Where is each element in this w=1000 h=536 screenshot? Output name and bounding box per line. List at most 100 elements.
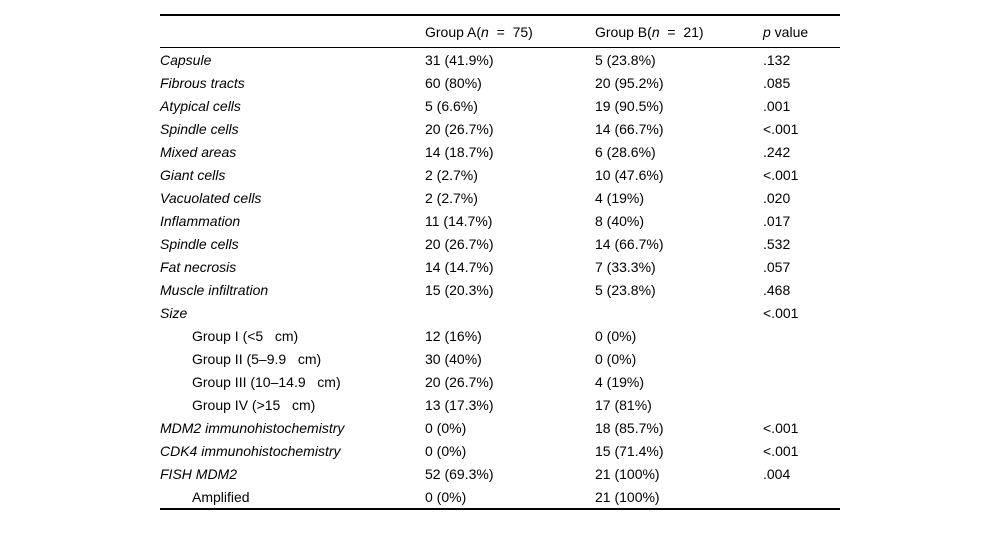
header-group-b-cell: Group B(n = 21) [595,15,763,48]
group-a-value: 20 (26.7%) [425,235,494,252]
group-a-value: 0 (0%) [425,419,467,436]
group-b-value [595,301,763,324]
row-label: Spindle cells [160,120,239,137]
group-b-value: 0 (0%) [595,327,637,344]
row-label: Size [160,304,188,321]
p-value: .242 [763,143,791,160]
group-b-value: 0 (0%) [595,350,637,367]
table-row: Spindle cells 20 (26.7%) 14 (66.7%) <.001 [160,117,840,140]
group-a-value: 20 (26.7%) [425,373,494,390]
group-a-value: 0 (0%) [425,442,467,459]
comparison-table-container: Group A(n = 75) Group B(n = 21) p value … [160,14,840,510]
header-group-b-post: = 21) [659,23,704,40]
group-b-value: 4 (19%) [595,189,645,206]
group-b-value: 21 (100%) [595,465,660,482]
row-label: Vacuolated cells [160,189,262,206]
row-label: FISH MDM2 [160,465,237,482]
group-a-value: 0 (0%) [425,488,467,505]
p-value: .132 [763,51,791,68]
row-label: Amplified [192,488,250,505]
table-row: Fat necrosis 14 (14.7%) 7 (33.3%) .057 [160,255,840,278]
row-label: Giant cells [160,166,226,183]
group-a-value: 30 (40%) [425,350,482,367]
table-row: Giant cells 2 (2.7%) 10 (47.6%) <.001 [160,163,840,186]
row-label: Group II (5–9.9 cm) [192,350,322,367]
table-row: MDM2 immunohistochemistry 0 (0%) 18 (85.7%… [160,416,840,439]
header-p-post: value [770,23,809,40]
table-row: Atypical cells 5 (6.6%) 19 (90.5%) .001 [160,94,840,117]
p-value: <.001 [763,419,799,436]
group-a-value: 2 (2.7%) [425,189,478,206]
table-row: FISH MDM2 52 (69.3%) 21 (100%) .004 [160,462,840,485]
group-a-value [425,301,595,324]
row-label: Mixed areas [160,143,237,160]
p-value: .001 [763,97,791,114]
group-b-value: 17 (81%) [595,396,652,413]
header-group-a-pre: Group A( [425,23,482,40]
group-b-value: 20 (95.2%) [595,74,664,91]
group-b-value: 5 (23.8%) [595,51,656,68]
group-a-value: 14 (14.7%) [425,258,494,275]
table-row: Inflammation 11 (14.7%) 8 (40%) .017 [160,209,840,232]
table-row: Fibrous tracts 60 (80%) 20 (95.2%) .085 [160,71,840,94]
p-value [763,347,840,370]
row-label: Group III (10–14.9 cm) [192,373,341,390]
table-row: Amplified 0 (0%) 21 (100%) [160,485,840,509]
row-label: CDK4 immunohistochemistry [160,442,341,459]
p-value [763,393,840,416]
group-a-value: 20 (26.7%) [425,120,494,137]
p-value: <.001 [763,442,799,459]
p-value [763,370,840,393]
row-label: Group I (<5 cm) [192,327,299,344]
row-label: Capsule [160,51,212,68]
p-value: .017 [763,212,791,229]
group-b-value: 14 (66.7%) [595,235,664,252]
header-group-b-n: n [651,23,660,40]
p-value: .004 [763,465,791,482]
row-label: Fibrous tracts [160,74,245,91]
group-a-value: 52 (69.3%) [425,465,494,482]
group-a-value: 5 (6.6%) [425,97,478,114]
header-row: Group A(n = 75) Group B(n = 21) p value [160,15,840,48]
table-row: Muscle infiltration 15 (20.3%) 5 (23.8%) .4… [160,278,840,301]
table-row: Spindle cells 20 (26.7%) 14 (66.7%) .532 [160,232,840,255]
header-group-a-post: = 75) [488,23,533,40]
table-head: Group A(n = 75) Group B(n = 21) p value [160,15,840,48]
group-b-value: 19 (90.5%) [595,97,664,114]
group-a-value: 13 (17.3%) [425,396,494,413]
group-b-value: 8 (40%) [595,212,645,229]
p-value: <.001 [763,166,799,183]
table-row: Group I (<5 cm) 12 (16%) 0 (0%) [160,324,840,347]
table-row: Size <.001 [160,301,840,324]
group-a-value: 2 (2.7%) [425,166,478,183]
p-value [763,324,840,347]
table-row: Vacuolated cells 2 (2.7%) 4 (19%) .020 [160,186,840,209]
row-label: Spindle cells [160,235,239,252]
table-body: Capsule 31 (41.9%) 5 (23.8%) .132 Fibrous tr… [160,48,840,510]
group-a-value: 11 (14.7%) [425,212,493,229]
table-row: Group IV (>15 cm) 13 (17.3%) 17 (81%) [160,393,840,416]
p-value [763,485,840,509]
table-row: Group III (10–14.9 cm) 20 (26.7%) 4 (19%) [160,370,840,393]
group-b-value: 4 (19%) [595,373,645,390]
header-group-a-n: n [481,23,489,40]
header-p-value-cell: p value [763,15,840,48]
p-value: .532 [763,235,791,252]
row-label: Group IV (>15 cm) [192,396,316,413]
group-b-value: 21 (100%) [595,488,660,505]
row-label: Muscle infiltration [160,281,269,298]
group-a-value: 14 (18.7%) [425,143,494,160]
row-label: Atypical cells [160,97,241,114]
group-b-value: 10 (47.6%) [595,166,664,183]
p-value: .057 [763,258,791,275]
group-a-value: 31 (41.9%) [425,51,494,68]
header-p-var: p [763,23,771,40]
header-group-b-pre: Group B( [595,23,652,40]
row-label: MDM2 immunohistochemistry [160,419,345,436]
row-label: Fat necrosis [160,258,237,275]
comparison-table: Group A(n = 75) Group B(n = 21) p value … [160,14,840,510]
group-b-value: 18 (85.7%) [595,419,664,436]
group-b-value: 7 (33.3%) [595,258,656,275]
header-label-cell [160,15,425,48]
group-b-value: 6 (28.6%) [595,143,656,160]
